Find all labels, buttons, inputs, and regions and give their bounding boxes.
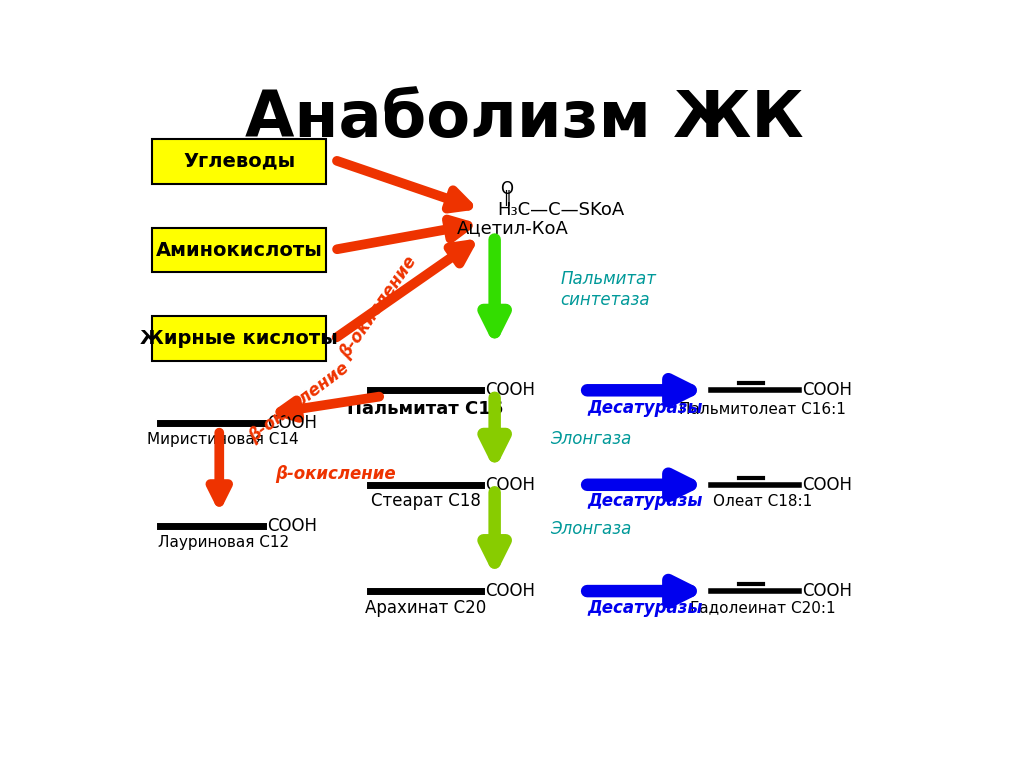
FancyBboxPatch shape [152,317,327,360]
Text: СООН: СООН [803,582,853,600]
Text: Лауриновая С12: Лауриновая С12 [158,535,289,550]
Text: СООН: СООН [803,476,853,494]
Text: Элонгаза: Элонгаза [550,520,632,538]
Text: СООН: СООН [485,582,536,600]
Text: β-окисление: β-окисление [245,359,352,446]
Text: Пальмитолеат С16:1: Пальмитолеат С16:1 [680,402,846,416]
Text: Углеводы: Углеводы [183,152,295,171]
Text: Арахинат С20: Арахинат С20 [365,598,486,617]
Text: H₃C—C—SKoA: H₃C—C—SKoA [497,201,625,219]
Text: СООН: СООН [267,413,316,432]
Text: СООН: СООН [267,517,316,535]
Text: СООН: СООН [803,381,853,400]
Text: β-окисление: β-окисление [336,253,420,362]
Text: Гадолеинат С20:1: Гадолеинат С20:1 [690,600,836,615]
Text: Миристиновая С14: Миристиновая С14 [147,432,299,447]
FancyBboxPatch shape [152,228,327,272]
Text: Жирные кислоты: Жирные кислоты [140,329,338,348]
Text: Элонгаза: Элонгаза [550,430,632,448]
Text: Ацетил-КоА: Ацетил-КоА [457,219,569,237]
Text: Десатуразы: Десатуразы [588,399,703,417]
Text: ‖: ‖ [503,190,510,206]
Text: β-окисление: β-окисление [274,466,395,483]
Text: Стеарат С18: Стеарат С18 [371,492,480,510]
Text: Пальмитат
синтетаза: Пальмитат синтетаза [560,271,656,309]
FancyBboxPatch shape [152,140,327,183]
Text: Аминокислоты: Аминокислоты [156,241,323,259]
Text: СООН: СООН [485,476,536,494]
Text: Олеат С18:1: Олеат С18:1 [714,494,812,509]
Text: O: O [500,180,513,199]
Text: Десатуразы: Десатуразы [588,598,703,617]
Text: Пальмитат С16: Пальмитат С16 [347,400,504,418]
Text: Десатуразы: Десатуразы [588,492,703,510]
Text: Анаболизм ЖК: Анаболизм ЖК [246,87,804,150]
Text: СООН: СООН [485,381,536,400]
